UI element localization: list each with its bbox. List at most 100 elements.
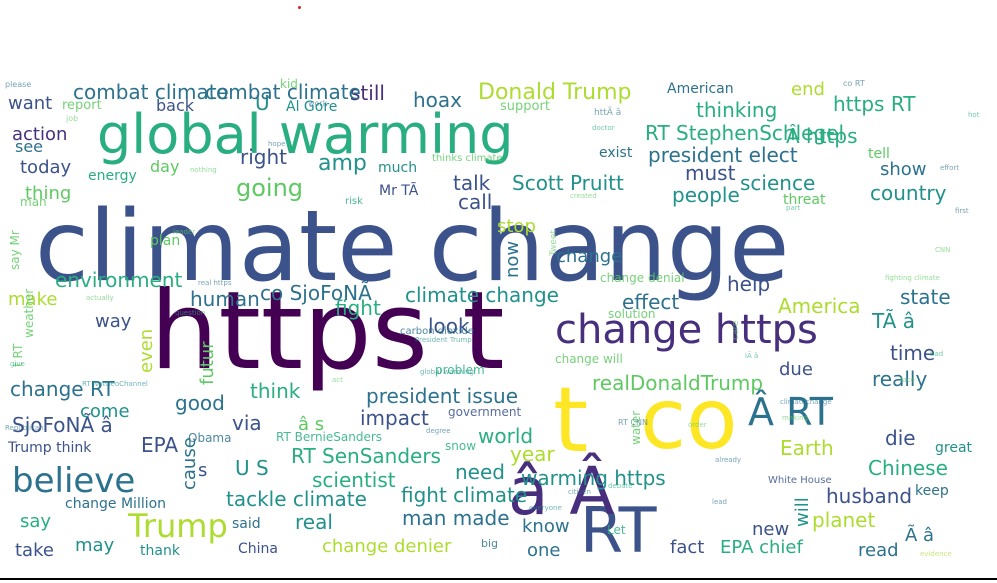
- cloud-word: weather: [22, 289, 36, 338]
- cloud-word: hot: [968, 111, 980, 119]
- cloud-word: really: [872, 367, 927, 391]
- cloud-word: Earth: [780, 436, 834, 460]
- cloud-word: may: [75, 535, 115, 556]
- cloud-word: human: [190, 287, 260, 311]
- cloud-word: co RT: [843, 79, 865, 88]
- cloud-word: created: [570, 192, 597, 200]
- cloud-word: plan: [150, 233, 180, 249]
- cloud-word: need: [455, 460, 505, 484]
- cloud-word: exist: [599, 145, 633, 161]
- cloud-word: RT SenSanders: [291, 444, 441, 468]
- cloud-word: RT BernieSanders: [276, 430, 382, 444]
- cloud-word: thinks climate: [432, 153, 503, 164]
- cloud-word: problem: [435, 363, 485, 377]
- cloud-word: co SjoFoNÃ: [260, 281, 372, 305]
- cloud-word: Trump think: [7, 440, 92, 456]
- cloud-word: kid: [280, 77, 298, 91]
- cloud-word: fight climate: [401, 483, 527, 507]
- cloud-word: debate: [608, 482, 633, 490]
- cloud-word: realDonaldTrump: [592, 371, 763, 395]
- cloud-word: EPA: [141, 433, 178, 457]
- cloud-word: planet: [812, 508, 875, 532]
- cloud-word: climate change: [35, 190, 789, 304]
- cloud-word: report: [62, 98, 102, 113]
- cloud-word: Al Gore: [286, 99, 337, 115]
- cloud-word: hope: [268, 140, 285, 148]
- cloud-word: Mr TÃ: [379, 182, 419, 199]
- cloud-word: effect: [622, 290, 679, 314]
- cloud-word: cause: [179, 437, 200, 490]
- cloud-word: climate change: [405, 283, 559, 307]
- cloud-word: said: [232, 516, 261, 532]
- cloud-word: energy: [88, 168, 137, 184]
- cloud-word: fact: [670, 537, 704, 558]
- cloud-word: keep: [915, 483, 949, 499]
- cloud-word: one: [527, 540, 561, 561]
- cloud-word: thinking: [696, 98, 777, 122]
- cloud-word: end: [791, 79, 825, 100]
- cloud-word: man: [20, 195, 47, 209]
- cloud-word: believe: [12, 461, 135, 501]
- cloud-word: fight: [335, 296, 381, 320]
- cloud-word: part: [786, 204, 801, 212]
- cloud-word: real https: [198, 279, 232, 287]
- cloud-word: going: [236, 174, 303, 202]
- cloud-word: will: [792, 497, 813, 527]
- cloud-word: want: [8, 93, 52, 114]
- red-dot-marker: [298, 6, 301, 9]
- cloud-word: amp: [318, 151, 367, 176]
- cloud-word: question: [175, 309, 205, 317]
- cloud-word: U: [255, 91, 270, 115]
- cloud-word: citizen: [568, 488, 591, 496]
- cloud-word: combat climate: [205, 80, 361, 104]
- cloud-word: iÃ â: [745, 351, 758, 360]
- cloud-word: risk: [345, 196, 363, 207]
- cloud-word: President Trump: [415, 336, 472, 344]
- cloud-word: actually: [86, 294, 114, 302]
- cloud-word: thank: [140, 543, 181, 559]
- cloud-word: act: [332, 376, 343, 384]
- cloud-word: futur: [197, 341, 218, 385]
- cloud-word: work: [308, 99, 328, 108]
- cloud-word: warming https: [521, 466, 666, 490]
- cloud-word: climatechange: [780, 398, 832, 406]
- cloud-word: threat: [783, 192, 826, 208]
- cloud-word: stop: [497, 216, 536, 237]
- cloud-word: Â RT: [748, 390, 834, 434]
- cloud-word: take: [15, 540, 54, 561]
- cloud-word: doctor: [592, 124, 615, 132]
- cloud-word: CNN: [935, 246, 950, 254]
- cloud-word: right: [240, 145, 287, 169]
- cloud-word: everyone: [529, 504, 562, 512]
- cloud-word: action: [12, 124, 67, 145]
- cloud-word: Tweet: [549, 230, 559, 257]
- cloud-word: president elect: [648, 143, 798, 167]
- cloud-word: make: [8, 289, 57, 310]
- cloud-word: s: [198, 460, 207, 481]
- cloud-word: care: [731, 320, 741, 340]
- cloud-word: Let: [607, 523, 626, 537]
- cloud-word: hoax: [413, 88, 462, 112]
- cloud-word: Obama: [188, 431, 231, 445]
- cloud-word: time: [890, 341, 935, 365]
- cloud-word: Scott Pruitt: [512, 171, 624, 195]
- cloud-word: t: [553, 368, 588, 473]
- cloud-word: say: [20, 511, 51, 532]
- cloud-word: look: [428, 314, 470, 338]
- cloud-word: talk: [453, 171, 491, 195]
- cloud-word: impact: [360, 406, 429, 430]
- cloud-word: way: [95, 311, 132, 332]
- cloud-word: tell: [868, 146, 890, 162]
- cloud-word: change denier: [322, 536, 452, 557]
- cloud-word: solution: [608, 307, 656, 321]
- cloud-word: carbon dioxide: [400, 326, 474, 337]
- cloud-word: say Mr: [8, 230, 22, 270]
- cloud-word: see: [15, 137, 43, 156]
- cloud-word: nothing: [190, 166, 217, 174]
- cloud-word: first: [955, 207, 969, 215]
- cloud-word: fighting climate: [885, 274, 940, 282]
- cloud-word: effort: [940, 164, 959, 172]
- cloud-word: combat climate: [73, 80, 229, 104]
- cloud-word: RT StephenSchlegel: [645, 121, 844, 145]
- cloud-word: change denial: [600, 271, 685, 285]
